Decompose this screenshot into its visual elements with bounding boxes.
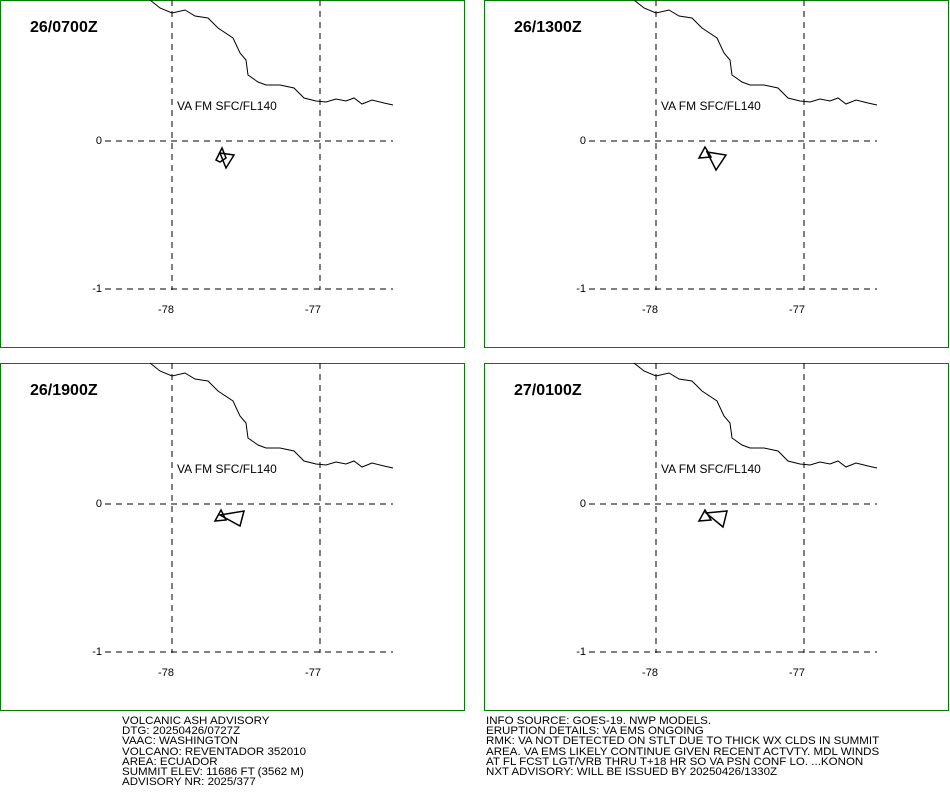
coastline xyxy=(149,0,394,106)
advisory-line: ERUPTION DETAILS: VA EMS ONGOING xyxy=(486,725,704,738)
lon-label: -77 xyxy=(305,667,321,679)
layer-label: VA FM SFC/FL140 xyxy=(177,99,277,113)
lon-label: -77 xyxy=(305,304,321,316)
panel-time: 26/1900Z xyxy=(30,382,98,399)
panel-time: 26/0700Z xyxy=(30,19,98,36)
ash-area xyxy=(218,152,236,170)
panel-border xyxy=(484,363,949,711)
ash-area xyxy=(217,510,246,528)
map-panel: 26/0700Z VA FM SFC/FL140 0 -1 -78 -77 xyxy=(0,0,465,348)
map-panel: 27/0100Z VA FM SFC/FL140 0 -1 -78 -77 xyxy=(484,362,949,711)
advisory-left: VOLCANIC ASH ADVISORY DTG: 20250426/0727Z… xyxy=(122,715,306,787)
advisory-line: RMK: VA NOT DETECTED ON STLT DUE TO THIC… xyxy=(486,735,880,748)
advisory-line: SUMMIT ELEV: 11686 FT (3562 M) xyxy=(122,766,304,779)
coastline xyxy=(633,362,878,469)
layer-label: VA FM SFC/FL140 xyxy=(661,462,761,476)
advisory-line: AREA: ECUADOR xyxy=(122,755,218,768)
panel-border xyxy=(0,0,465,348)
lat-label: 0 xyxy=(96,135,102,147)
advisory-line: VAAC: WASHINGTON xyxy=(122,735,238,748)
advisory-line: INFO SOURCE: GOES-19. NWP MODELS. xyxy=(486,715,712,727)
advisory-line: VOLCANIC ASH ADVISORY xyxy=(122,715,270,727)
advisory-line: DTG: 20250426/0727Z xyxy=(122,725,241,738)
lon-label: -78 xyxy=(642,304,658,316)
lon-label: -78 xyxy=(158,667,174,679)
advisory-line: AREA. VA EMS LIKELY CONTINUE GIVEN RECEN… xyxy=(486,745,880,758)
layer-label: VA FM SFC/FL140 xyxy=(661,99,761,113)
layer-label: VA FM SFC/FL140 xyxy=(177,462,277,476)
ash-area xyxy=(705,151,728,172)
lat-label: -1 xyxy=(92,646,102,658)
lon-label: -78 xyxy=(642,667,658,679)
coastline xyxy=(633,0,878,106)
map-panel: 26/1300Z VA FM SFC/FL140 0 -1 -78 -77 xyxy=(484,0,949,348)
lat-label: 0 xyxy=(580,498,586,510)
panel-border xyxy=(484,0,949,348)
panel-border xyxy=(0,363,465,711)
lat-label: 0 xyxy=(96,498,102,510)
advisory-line: VOLCANO: REVENTADOR 352010 xyxy=(122,745,307,758)
ash-area xyxy=(704,510,728,529)
map-panel: 26/1900Z VA FM SFC/FL140 0 -1 -78 -77 xyxy=(0,362,465,711)
lat-label: -1 xyxy=(576,646,586,658)
coastline xyxy=(149,362,394,469)
advisory-line: AT FL FCST LGT/VRB THRU T+18 HR SO VA PS… xyxy=(486,755,864,768)
panel-time: 26/1300Z xyxy=(514,19,582,36)
lat-label: -1 xyxy=(576,283,586,295)
lon-label: -78 xyxy=(158,304,174,316)
advisory-right: INFO SOURCE: GOES-19. NWP MODELS. ERUPTIO… xyxy=(486,715,879,777)
advisory-line: NXT ADVISORY: WILL BE ISSUED BY 20250426… xyxy=(486,766,778,779)
lon-label: -77 xyxy=(789,667,805,679)
lat-label: -1 xyxy=(92,283,102,295)
panel-time: 27/0100Z xyxy=(514,382,582,399)
ash-area xyxy=(214,146,227,163)
lon-label: -77 xyxy=(789,304,805,316)
lat-label: 0 xyxy=(580,135,586,147)
advisory-line: ADVISORY NR: 2025/377 xyxy=(122,776,256,789)
